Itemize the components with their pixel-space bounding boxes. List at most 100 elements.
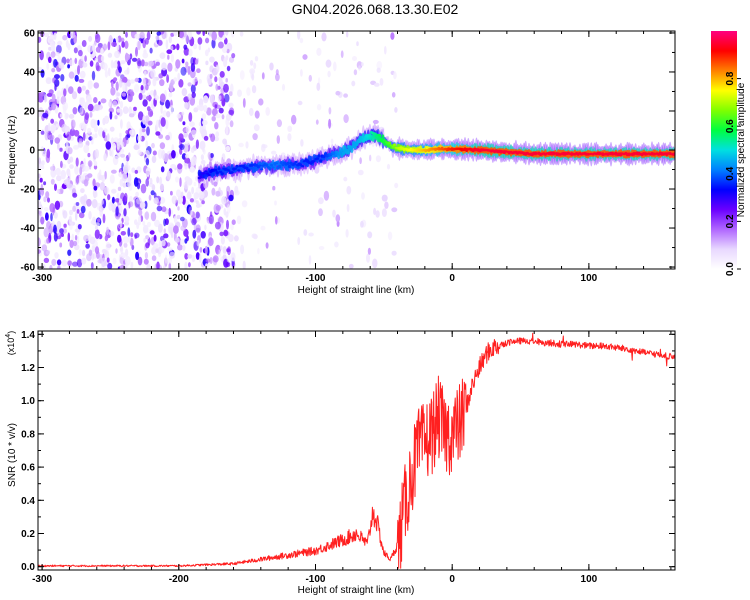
noise-speckle (141, 94, 147, 101)
noise-speckle (393, 71, 397, 80)
noise-speckle (376, 67, 381, 73)
noise-speckle (99, 103, 103, 111)
noise-speckle (328, 118, 332, 129)
noise-speckle (159, 142, 166, 150)
noise-speckle (196, 31, 201, 35)
noise-speckle (116, 41, 120, 52)
noise-speckle (54, 183, 57, 191)
noise-speckle (118, 198, 123, 204)
noise-speckle (50, 212, 53, 222)
noise-speckle (110, 59, 114, 69)
noise-speckle (291, 114, 297, 125)
noise-speckle (51, 102, 56, 111)
noise-speckle (381, 208, 387, 218)
ridge-cell (202, 172, 206, 175)
noise-speckle (139, 201, 146, 209)
noise-speckle (115, 36, 119, 44)
noise-speckle (195, 58, 199, 65)
y-tick-label: -40 (21, 224, 36, 235)
noise-speckle (107, 67, 111, 77)
noise-speckle (56, 259, 62, 266)
noise-speckle (91, 70, 96, 81)
ridge-cell (281, 163, 285, 167)
noise-speckle (95, 61, 100, 71)
noise-speckle (168, 222, 174, 228)
ridge-cell (214, 168, 218, 172)
noise-speckle (96, 251, 100, 259)
noise-speckle (120, 148, 125, 153)
noise-speckle (152, 150, 157, 156)
ridge-cell (373, 132, 377, 136)
noise-speckle (346, 185, 352, 195)
noise-speckle (151, 255, 157, 262)
noise-speckle (40, 91, 45, 97)
noise-speckle (299, 37, 304, 44)
noise-speckle (223, 229, 229, 237)
y-tick-label: 1.0 (21, 396, 35, 407)
noise-speckle (97, 119, 100, 126)
noise-speckle (91, 139, 94, 145)
noise-speckle (42, 112, 49, 118)
noise-speckle (165, 39, 169, 50)
ridge-cell (258, 164, 262, 167)
noise-speckle (314, 166, 320, 174)
noise-speckle (221, 196, 227, 205)
noise-speckle (386, 163, 391, 170)
ridge-cell (294, 160, 298, 164)
ridge-cell (199, 175, 203, 179)
y-tick-label: -60 (21, 263, 36, 274)
noise-speckle (251, 73, 255, 81)
noise-speckle (148, 60, 155, 67)
noise-speckle (334, 241, 339, 248)
noise-speckle (72, 261, 78, 267)
noise-speckle (82, 62, 88, 68)
noise-speckle (57, 55, 61, 64)
noise-speckle (190, 147, 195, 153)
noise-speckle (66, 131, 72, 141)
noise-speckle (127, 236, 131, 243)
noise-speckle (119, 220, 123, 229)
noise-speckle (73, 47, 78, 54)
noise-speckle (332, 209, 336, 218)
noise-speckle (265, 242, 269, 249)
x-tick-label: -100 (305, 273, 325, 284)
noise-speckle (118, 172, 122, 177)
noise-speckle (343, 114, 349, 124)
noise-speckle (356, 61, 363, 69)
noise-speckle (53, 232, 58, 242)
noise-speckle (177, 163, 183, 170)
y-tick-label: 0.6 (21, 463, 35, 474)
noise-speckle (180, 216, 185, 222)
noise-speckle (200, 159, 206, 165)
noise-speckle (97, 218, 101, 223)
noise-speckle (219, 245, 223, 251)
noise-speckle (184, 252, 189, 260)
noise-speckle (167, 247, 173, 252)
noise-speckle (144, 61, 149, 67)
noise-speckle (95, 46, 102, 53)
noise-speckle (115, 206, 119, 217)
noise-speckle (80, 97, 85, 107)
noise-speckle (87, 160, 93, 168)
noise-speckle (59, 242, 63, 248)
noise-speckle (68, 71, 75, 79)
noise-speckle (391, 207, 398, 213)
noise-speckle (110, 87, 116, 96)
y-tick-label: 0 (29, 146, 35, 157)
noise-speckle (221, 153, 226, 162)
noise-speckle (79, 107, 84, 115)
noise-speckle (117, 186, 122, 191)
noise-speckle (182, 195, 186, 205)
noise-speckle (72, 205, 76, 212)
noise-speckle (119, 264, 126, 269)
noise-speckle (308, 232, 314, 237)
noise-speckle (92, 178, 96, 187)
noise-speckle (124, 52, 129, 63)
noise-speckle (378, 126, 385, 133)
noise-speckle (215, 205, 221, 211)
noise-speckle (43, 257, 50, 263)
noise-speckle (142, 99, 148, 107)
noise-speckle (93, 160, 98, 167)
noise-speckle (249, 107, 254, 117)
noise-speckle (173, 215, 178, 224)
